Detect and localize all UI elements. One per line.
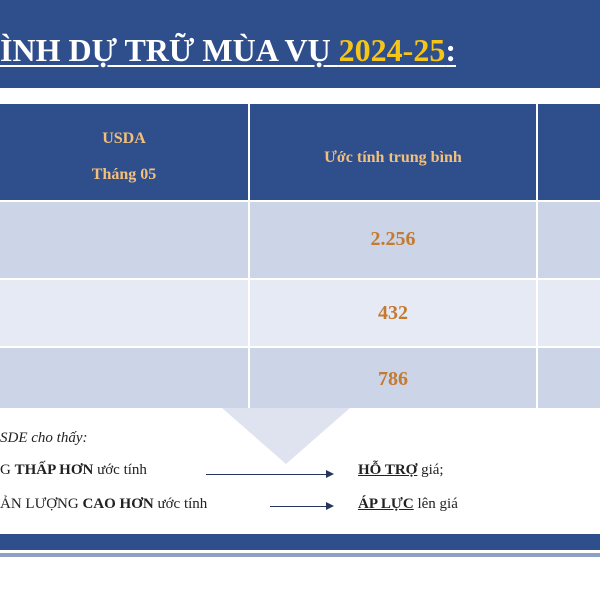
header-usda-line1: USDA xyxy=(102,130,146,147)
note-2-target: ÁP LỰC lên giá xyxy=(358,496,458,513)
header-third xyxy=(538,104,600,200)
note-line-1: G THẤP HƠN ước tính xyxy=(0,462,147,479)
header-estimate: Ước tính trung bình xyxy=(250,104,536,200)
table-row-1-usda xyxy=(0,202,248,278)
table-row-2-extra xyxy=(538,280,600,346)
table-row-2-usda xyxy=(0,280,248,346)
title-prefix: ÌNH DỰ TRỮ MÙA VỤ xyxy=(0,32,339,68)
title-suffix: : xyxy=(445,32,456,68)
table-row-3-extra xyxy=(538,348,600,408)
title-bar xyxy=(0,0,600,88)
table-row-2-estimate: 432 xyxy=(250,280,536,346)
cell-estimate: 786 xyxy=(378,368,408,390)
table-row-1-estimate: 2.256 xyxy=(250,202,536,278)
note-2-lead: ẢN LƯỢNG xyxy=(0,496,83,512)
note-2-target-keyword: ÁP LỰC xyxy=(358,496,414,512)
page-title: ÌNH DỰ TRỮ MÙA VỤ 2024-25: xyxy=(0,26,456,74)
stock-table: USDA Tháng 05 Ước tính trung bình 2.256 … xyxy=(0,104,600,408)
arrow-right-icon xyxy=(206,470,334,478)
cell-estimate: 2.256 xyxy=(370,228,416,250)
note-1-lead: G xyxy=(0,462,15,478)
title-season: 2024-25 xyxy=(338,32,446,68)
title-separator xyxy=(0,88,600,102)
cell-estimate: 432 xyxy=(378,302,408,324)
note-1-target-keyword: HỖ TRỢ xyxy=(358,462,418,478)
header-estimate-label: Ước tính trung bình xyxy=(324,149,462,166)
header-usda-line2: Tháng 05 xyxy=(91,166,157,183)
footer-bar xyxy=(0,534,600,550)
note-1-target: HỖ TRỢ giá; xyxy=(358,462,444,479)
note-line-2: ẢN LƯỢNG CAO HƠN ước tính xyxy=(0,496,207,513)
table-row-3-estimate: 786 xyxy=(250,348,536,408)
note-1-target-rest: giá; xyxy=(417,462,444,478)
footer-bar-accent xyxy=(0,553,600,557)
table-row-3-usda xyxy=(0,348,248,408)
arrow-right-icon xyxy=(270,502,334,510)
note-1-rest: ước tính xyxy=(93,462,147,478)
notes-section: SDE cho thấy: G THẤP HƠN ước tính HỖ TRỢ… xyxy=(0,420,600,530)
notes-intro: SDE cho thấy: xyxy=(0,430,88,446)
note-2-target-rest: lên giá xyxy=(413,496,458,512)
note-1-bold: THẤP HƠN xyxy=(14,462,94,478)
pointer-wedge xyxy=(222,408,350,464)
table-row-1-extra xyxy=(538,202,600,278)
note-2-rest: ước tính xyxy=(153,496,208,512)
header-usda: USDA Tháng 05 xyxy=(0,104,248,200)
note-2-bold: CAO HƠN xyxy=(82,496,154,512)
